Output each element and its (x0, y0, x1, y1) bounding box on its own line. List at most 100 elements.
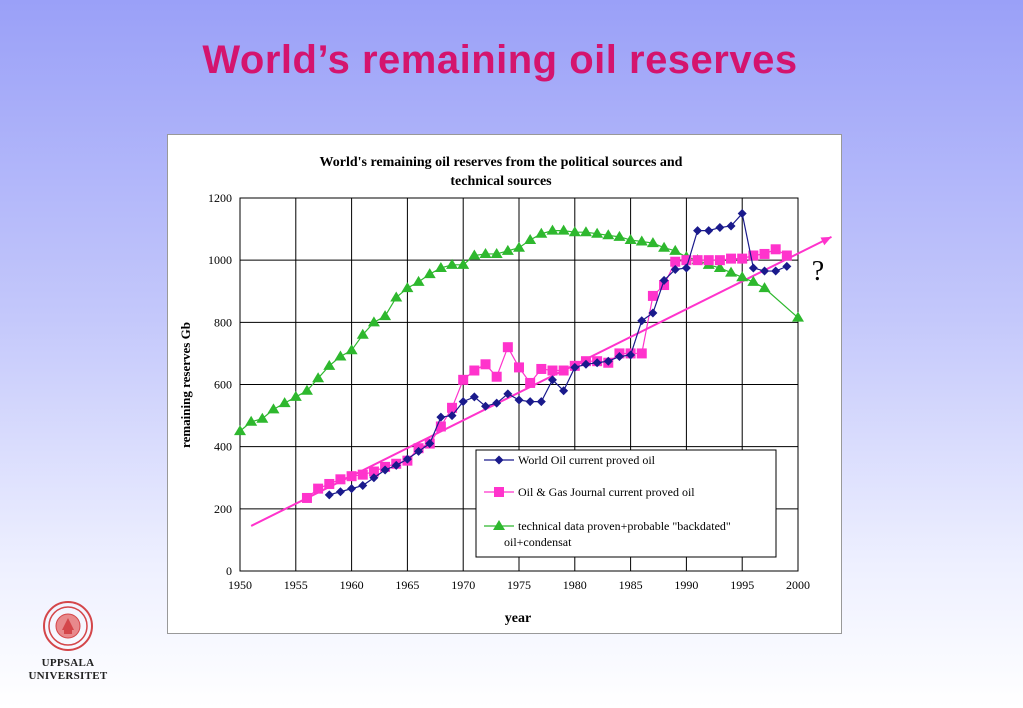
point-world-oil (514, 395, 524, 405)
point-world-oil (748, 263, 758, 273)
point-technical-data (725, 266, 738, 277)
point-technical-data (289, 390, 302, 401)
point-world-oil (492, 398, 502, 408)
x-tick-label: 1990 (674, 578, 698, 592)
point-oil-gas-journal (692, 255, 703, 266)
point-technical-data (401, 282, 414, 293)
chart-title-line2: technical sources (450, 174, 552, 189)
point-world-oil (503, 389, 513, 399)
uppsala-logo: UPPSALA UNIVERSITET (18, 600, 118, 683)
point-oil-gas-journal (480, 359, 491, 370)
point-technical-data (736, 271, 749, 282)
point-oil-gas-journal (759, 248, 770, 259)
point-oil-gas-journal (647, 290, 658, 301)
point-oil-gas-journal (324, 478, 335, 489)
point-oil-gas-journal (491, 371, 502, 382)
point-world-oil (547, 375, 557, 385)
chart-frame: World's remaining oil reserves from the … (167, 134, 842, 634)
point-world-oil (469, 392, 479, 402)
legend: World Oil current proved oil Oil & Gas J… (475, 449, 777, 558)
point-oil-gas-journal (536, 363, 547, 374)
point-oil-gas-journal (469, 365, 480, 376)
y-tick-label: 200 (214, 502, 232, 516)
point-oil-gas-journal (357, 469, 368, 480)
point-world-oil (693, 226, 703, 236)
point-technical-data (557, 224, 570, 235)
point-world-oil (391, 460, 401, 470)
legend-markers (484, 455, 514, 530)
slide-title: World’s remaining oil reserves (202, 38, 798, 82)
point-world-oil (358, 481, 368, 491)
point-technical-data (267, 403, 280, 414)
point-technical-data (635, 235, 648, 246)
point-world-oil (614, 352, 624, 362)
point-technical-data (747, 275, 760, 286)
point-technical-data (568, 226, 581, 237)
point-oil-gas-journal (346, 471, 357, 482)
point-oil-gas-journal (636, 348, 647, 359)
point-oil-gas-journal (525, 377, 536, 388)
point-technical-data (457, 258, 470, 269)
x-tick-label: 1960 (340, 578, 364, 592)
point-technical-data (412, 275, 425, 286)
point-world-oil (525, 397, 535, 407)
point-world-oil (347, 484, 357, 494)
point-technical-data (334, 350, 347, 361)
point-technical-data (256, 412, 269, 423)
point-technical-data (300, 384, 313, 395)
oil-reserves-chart: World's remaining oil reserves from the … (178, 155, 832, 626)
point-technical-data (501, 244, 514, 255)
point-technical-data (658, 241, 671, 252)
axis-ticks: 1950 1955 1960 1965 1970 1975 1980 1985 1990 1995… (208, 191, 810, 592)
point-technical-data (434, 261, 447, 272)
point-world-oil (581, 359, 591, 369)
point-world-oil (726, 221, 736, 231)
x-tick-label: 1995 (730, 578, 754, 592)
trend-line-arrowhead (820, 236, 832, 246)
point-oil-gas-journal (659, 280, 670, 291)
point-technical-data (245, 415, 258, 426)
point-oil-gas-journal (547, 365, 558, 376)
point-world-oil (648, 308, 658, 318)
x-axis-label: year (505, 611, 531, 626)
legend-label-technical-line2: oil+condensat (504, 535, 572, 549)
point-technical-data (479, 247, 492, 258)
point-world-oil (637, 316, 647, 326)
point-oil-gas-journal (703, 255, 714, 266)
point-technical-data (423, 268, 436, 279)
point-technical-data (524, 233, 537, 244)
point-world-oil (570, 362, 580, 372)
logo-line1: UPPSALA (41, 657, 95, 669)
legend-label-technical-line1: technical data proven+probable "backdate… (518, 519, 731, 533)
x-tick-label: 1970 (451, 578, 475, 592)
point-oil-gas-journal (737, 253, 748, 264)
x-tick-label: 1950 (228, 578, 252, 592)
point-world-oil (771, 266, 781, 276)
point-technical-data (792, 311, 804, 322)
point-oil-gas-journal (514, 362, 524, 373)
y-tick-label: 400 (214, 440, 232, 454)
point-oil-gas-journal (770, 244, 781, 255)
point-oil-gas-journal (714, 255, 725, 266)
x-tick-label: 1980 (563, 578, 587, 592)
point-world-oil (324, 490, 334, 500)
point-technical-data (379, 310, 392, 321)
point-oil-gas-journal (670, 256, 681, 267)
point-technical-data (513, 241, 525, 252)
point-technical-data (646, 237, 659, 248)
x-tick-label: 1975 (507, 578, 531, 592)
point-world-oil (447, 411, 457, 421)
point-oil-gas-journal (458, 374, 469, 385)
logo-line2: UNIVERSITET (28, 670, 108, 682)
point-world-oil (458, 397, 468, 407)
point-world-oil (425, 439, 435, 449)
point-technical-data (367, 316, 380, 327)
point-world-oil (704, 226, 714, 236)
point-technical-data (758, 282, 771, 293)
point-technical-data (602, 229, 615, 240)
point-technical-data (312, 372, 325, 383)
x-tick-label: 1985 (619, 578, 643, 592)
point-world-oil (436, 412, 446, 422)
point-world-oil (402, 454, 412, 464)
point-oil-gas-journal (335, 474, 346, 485)
